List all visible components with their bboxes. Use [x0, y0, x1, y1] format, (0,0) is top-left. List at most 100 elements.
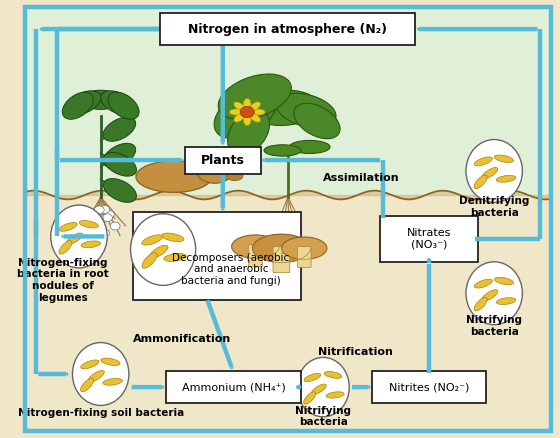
Ellipse shape: [324, 371, 342, 378]
Text: Denitrifying
bacteria: Denitrifying bacteria: [459, 196, 529, 218]
Ellipse shape: [59, 223, 77, 231]
Circle shape: [91, 212, 101, 219]
Text: Decomposers (aerobic
and anaerobic
bacteria and fungi): Decomposers (aerobic and anaerobic bacte…: [172, 253, 290, 286]
Ellipse shape: [51, 205, 107, 268]
Circle shape: [100, 205, 110, 213]
Text: Ammonification: Ammonification: [133, 334, 231, 344]
FancyBboxPatch shape: [273, 247, 290, 273]
Circle shape: [110, 222, 120, 230]
Ellipse shape: [142, 253, 157, 268]
Text: Nitrogen-fixing
bacteria in root
nodules of
legumes: Nitrogen-fixing bacteria in root nodules…: [17, 258, 109, 303]
FancyBboxPatch shape: [297, 247, 311, 268]
Ellipse shape: [297, 357, 349, 417]
FancyBboxPatch shape: [160, 13, 416, 45]
Text: Nitrites (NO₂⁻): Nitrites (NO₂⁻): [389, 382, 469, 392]
Ellipse shape: [229, 109, 244, 115]
Text: Nitrogen-fixing soil bacteria: Nitrogen-fixing soil bacteria: [17, 408, 184, 418]
Ellipse shape: [326, 392, 344, 398]
Circle shape: [240, 106, 254, 118]
Circle shape: [105, 211, 114, 219]
Ellipse shape: [282, 237, 327, 259]
Text: Plants: Plants: [201, 154, 245, 166]
Circle shape: [98, 215, 108, 223]
Circle shape: [102, 214, 113, 222]
Ellipse shape: [88, 371, 104, 382]
Ellipse shape: [101, 358, 120, 365]
Ellipse shape: [496, 298, 516, 304]
Ellipse shape: [466, 262, 522, 325]
Text: Assimilation: Assimilation: [323, 173, 399, 183]
Ellipse shape: [59, 240, 72, 254]
Ellipse shape: [249, 90, 319, 126]
Text: Nitrification: Nitrification: [318, 347, 393, 357]
Ellipse shape: [290, 141, 330, 153]
FancyBboxPatch shape: [372, 371, 486, 403]
Ellipse shape: [100, 91, 135, 115]
Text: Nitrates
(NO₃⁻): Nitrates (NO₃⁻): [407, 228, 451, 250]
Ellipse shape: [67, 233, 83, 244]
Ellipse shape: [304, 392, 316, 404]
Ellipse shape: [62, 92, 94, 119]
Text: Nitrifying
bacteria: Nitrifying bacteria: [466, 315, 522, 337]
Ellipse shape: [66, 91, 101, 115]
Ellipse shape: [104, 152, 137, 176]
Ellipse shape: [162, 233, 184, 242]
Text: Ammonium (NH₄⁺): Ammonium (NH₄⁺): [182, 382, 286, 392]
Ellipse shape: [294, 103, 340, 139]
Ellipse shape: [211, 150, 222, 161]
Ellipse shape: [494, 155, 514, 162]
FancyBboxPatch shape: [133, 212, 301, 300]
Ellipse shape: [277, 93, 336, 128]
Ellipse shape: [214, 88, 277, 138]
Bar: [25, 7, 551, 195]
Ellipse shape: [496, 175, 516, 182]
Ellipse shape: [104, 179, 137, 202]
Ellipse shape: [196, 157, 233, 183]
Ellipse shape: [249, 102, 260, 111]
Ellipse shape: [474, 157, 492, 166]
Text: Nitrogen in atmosphere (N₂): Nitrogen in atmosphere (N₂): [188, 23, 388, 35]
Ellipse shape: [311, 384, 326, 395]
Ellipse shape: [72, 343, 129, 406]
Ellipse shape: [249, 113, 260, 122]
FancyBboxPatch shape: [166, 371, 301, 403]
Ellipse shape: [81, 360, 99, 369]
Ellipse shape: [142, 235, 163, 245]
Ellipse shape: [494, 277, 514, 285]
Ellipse shape: [227, 171, 243, 180]
Ellipse shape: [103, 378, 123, 385]
Ellipse shape: [234, 102, 245, 111]
Ellipse shape: [264, 145, 301, 156]
Ellipse shape: [218, 74, 291, 120]
Ellipse shape: [103, 117, 136, 141]
Ellipse shape: [136, 161, 212, 192]
Ellipse shape: [234, 113, 245, 122]
Ellipse shape: [150, 245, 168, 258]
FancyBboxPatch shape: [248, 245, 263, 267]
Ellipse shape: [304, 374, 321, 381]
Ellipse shape: [130, 214, 195, 286]
Ellipse shape: [466, 140, 522, 202]
Circle shape: [95, 206, 104, 214]
Ellipse shape: [81, 90, 120, 110]
Circle shape: [88, 224, 97, 232]
Ellipse shape: [103, 143, 136, 167]
Ellipse shape: [482, 290, 498, 301]
Ellipse shape: [474, 297, 487, 311]
Ellipse shape: [164, 254, 186, 261]
FancyBboxPatch shape: [185, 147, 261, 173]
Ellipse shape: [244, 99, 251, 110]
Text: Nitrifying
bacteria: Nitrifying bacteria: [295, 406, 351, 427]
Ellipse shape: [244, 114, 251, 126]
Ellipse shape: [482, 167, 498, 179]
Ellipse shape: [232, 235, 279, 258]
Ellipse shape: [474, 279, 492, 288]
Ellipse shape: [81, 378, 94, 392]
Ellipse shape: [227, 110, 269, 155]
Ellipse shape: [253, 234, 310, 262]
FancyBboxPatch shape: [380, 216, 478, 261]
Ellipse shape: [108, 92, 139, 119]
Ellipse shape: [251, 109, 265, 115]
Ellipse shape: [474, 175, 487, 189]
Circle shape: [100, 229, 109, 237]
